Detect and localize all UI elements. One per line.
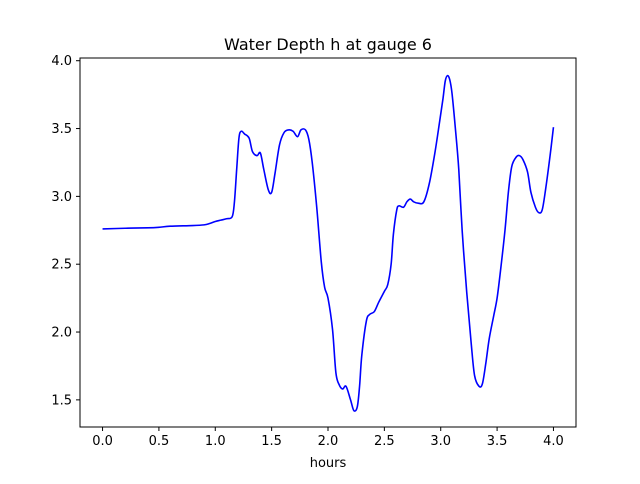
chart-title: Water Depth h at gauge 6 bbox=[224, 35, 432, 54]
x-tick-label: 4.0 bbox=[543, 434, 564, 449]
axes-frame bbox=[79, 57, 577, 428]
x-tick-label: 0.0 bbox=[92, 434, 113, 449]
x-tick-label: 1.5 bbox=[261, 434, 282, 449]
x-tick-label: 2.0 bbox=[318, 434, 339, 449]
y-tick-label: 2.0 bbox=[51, 326, 72, 341]
x-tick-label: 3.5 bbox=[487, 434, 508, 449]
x-tick-label: 3.0 bbox=[430, 434, 451, 449]
y-axis-ticks: 1.5 2.0 2.5 3.0 3.5 4.0 bbox=[51, 54, 80, 408]
x-tick-label: 0.5 bbox=[149, 434, 170, 449]
y-tick-label: 2.5 bbox=[51, 258, 72, 273]
water-depth-series-line bbox=[102, 74, 555, 412]
y-tick-label: 3.0 bbox=[51, 190, 72, 205]
y-tick-label: 4.0 bbox=[51, 54, 72, 69]
plot-data-area bbox=[102, 74, 555, 412]
x-axis-ticks: 0.0 0.5 1.0 1.5 2.0 2.5 3.0 3.5 4.0 bbox=[92, 427, 564, 449]
y-tick-label: 3.5 bbox=[51, 122, 72, 137]
x-axis-label: hours bbox=[310, 456, 347, 471]
x-tick-label: 1.0 bbox=[205, 434, 226, 449]
y-tick-label: 1.5 bbox=[51, 393, 72, 408]
x-tick-label: 2.5 bbox=[374, 434, 395, 449]
